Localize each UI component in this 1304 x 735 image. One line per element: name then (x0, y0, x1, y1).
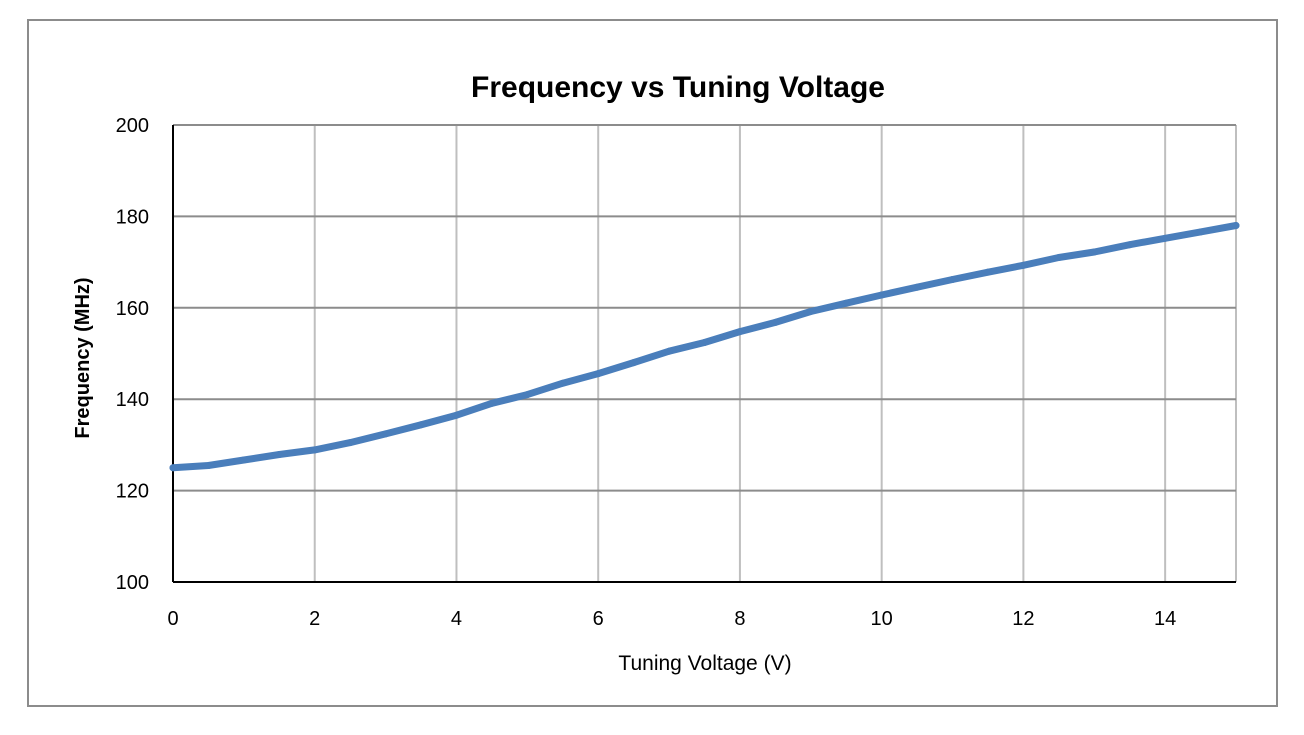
series-layer (169, 222, 1240, 472)
data-point (807, 307, 815, 315)
series-line (169, 222, 1240, 472)
axis-layer (172, 125, 1236, 583)
data-point (984, 268, 992, 276)
data-point (949, 275, 957, 283)
y-tick-label: 160 (116, 298, 149, 320)
x-tick-label: 14 (1154, 608, 1176, 630)
data-point (771, 318, 779, 326)
data-point (417, 421, 425, 429)
x-tick-label: 2 (309, 608, 320, 630)
x-tick-label: 6 (593, 608, 604, 630)
data-point (488, 399, 496, 407)
chart-svg: 0 2 4 6 8 10 12 14 100 120 140 160 180 200 Frequency … (72, 71, 1240, 675)
x-tick-label: 12 (1012, 608, 1034, 630)
y-tick-label: 140 (116, 389, 149, 411)
y-axis-label: Frequency (MHz) (72, 277, 94, 438)
data-point (701, 339, 708, 347)
data-point (630, 359, 638, 367)
data-point (1055, 254, 1063, 262)
y-tick-label: 180 (116, 206, 149, 228)
tick-label-layer: 0 2 4 6 8 10 12 14 100 120 140 160 180 200 (116, 115, 1177, 630)
data-point (842, 299, 850, 307)
data-point (346, 439, 354, 447)
x-tick-label: 10 (871, 608, 893, 630)
data-point (204, 461, 212, 469)
x-tick-label: 0 (167, 608, 178, 630)
chart-title: Frequency vs Tuning Voltage (471, 71, 885, 104)
y-tick-label: 120 (116, 481, 149, 503)
data-point (1197, 228, 1205, 236)
data-point (382, 430, 390, 438)
data-point (665, 347, 673, 355)
data-point (523, 391, 531, 399)
data-point (240, 456, 248, 464)
data-point (1090, 248, 1098, 256)
x-tick-label: 8 (734, 608, 745, 630)
data-point (275, 450, 283, 458)
y-tick-label: 100 (116, 572, 149, 594)
data-point (169, 464, 177, 472)
data-point (878, 291, 886, 299)
data-point (311, 446, 319, 454)
data-point (594, 370, 602, 378)
x-tick-label: 4 (451, 608, 462, 630)
data-point (1161, 234, 1169, 242)
data-point (736, 328, 744, 336)
data-point (452, 411, 460, 419)
data-point (1019, 261, 1027, 269)
chart-frame: 0 2 4 6 8 10 12 14 100 120 140 160 180 200 Frequency … (27, 19, 1278, 707)
grid-layer (173, 124, 1237, 582)
x-axis-label: Tuning Voltage (V) (618, 652, 791, 675)
y-tick-label: 200 (116, 115, 149, 137)
data-point (559, 379, 567, 387)
data-point (913, 283, 921, 291)
data-point (1232, 222, 1240, 230)
data-point (1126, 241, 1134, 249)
